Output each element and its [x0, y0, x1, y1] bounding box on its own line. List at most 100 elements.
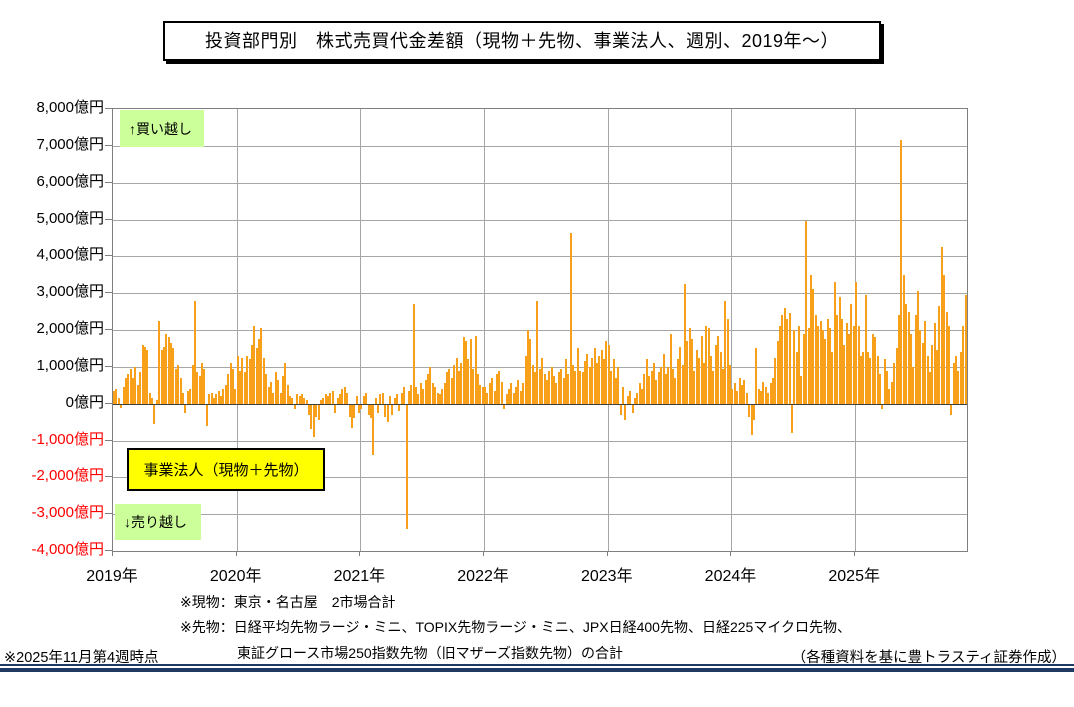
bar: [657, 372, 660, 404]
h-gridline: [113, 256, 967, 258]
bar: [298, 396, 301, 404]
h-gridline: [113, 219, 967, 221]
buy-annotation-box: ↑買い越し: [120, 110, 204, 147]
y-tick-mark: [105, 476, 112, 478]
bar: [652, 363, 655, 404]
x-year-label: 2022年: [457, 568, 509, 585]
bar: [424, 379, 427, 404]
bar: [864, 295, 867, 404]
bar: [824, 339, 827, 404]
bar: [672, 368, 675, 404]
x-tick-mark: [235, 551, 237, 556]
bar: [503, 403, 506, 410]
bar: [548, 370, 551, 404]
bar: [900, 140, 903, 404]
credit-text: （各種資料を基に豊トラスティ証券作成）: [791, 650, 1066, 666]
bar: [643, 374, 646, 404]
bar: [203, 368, 206, 404]
bar: [857, 326, 860, 404]
y-tick-label: 8,000億円: [36, 99, 104, 116]
bar: [650, 370, 653, 404]
bar: [398, 403, 401, 412]
y-tick-label: 1,000億円: [36, 356, 104, 374]
bar: [296, 394, 299, 404]
x-tick-mark: [359, 551, 361, 556]
bar: [369, 403, 372, 419]
h-gridline: [113, 293, 967, 295]
bar: [479, 385, 482, 404]
bar: [874, 337, 877, 404]
bar: [584, 361, 586, 404]
y-tick-label: 3,000億円: [36, 283, 104, 301]
bar: [319, 399, 322, 404]
bar: [938, 306, 941, 404]
bar: [638, 383, 641, 404]
bar: [329, 392, 332, 404]
bar: [205, 403, 208, 426]
h-gridline: [113, 440, 967, 442]
bar: [450, 377, 453, 404]
bar: [122, 387, 125, 404]
bar: [467, 359, 470, 404]
bar: [686, 341, 689, 404]
bar: [250, 344, 253, 404]
bar: [940, 247, 943, 404]
bar: [139, 372, 142, 404]
bar: [710, 355, 713, 404]
bar: [964, 295, 967, 404]
bar: [726, 318, 729, 404]
bar: [201, 363, 204, 404]
bar: [560, 368, 563, 404]
h-gridline: [113, 330, 967, 331]
bar: [667, 366, 670, 404]
bar: [605, 341, 608, 404]
bar: [170, 342, 173, 404]
bar: [957, 370, 960, 404]
h-gridline: [113, 182, 967, 184]
bar: [117, 398, 120, 404]
bar: [748, 403, 751, 417]
bar: [167, 337, 170, 404]
bar: [545, 379, 548, 404]
bar: [574, 370, 577, 404]
bar: [924, 320, 927, 404]
bar: [308, 403, 311, 415]
bar: [246, 355, 249, 404]
bar: [557, 372, 560, 404]
bar: [472, 368, 475, 404]
bar: [926, 355, 929, 404]
bar: [434, 387, 437, 404]
bar: [262, 357, 265, 404]
bar: [959, 352, 962, 404]
bar: [840, 318, 843, 404]
bar: [836, 315, 839, 404]
series-label-box: 事業法人（現物＋先物）: [127, 448, 325, 491]
bar: [947, 326, 950, 404]
h-gridline: [113, 514, 967, 516]
bar: [453, 364, 456, 404]
bar: [331, 390, 334, 404]
v-gridline: [236, 109, 238, 551]
bar: [220, 396, 223, 404]
bar: [177, 364, 180, 404]
bar: [700, 335, 703, 404]
bar: [898, 315, 900, 404]
y-tick-label: 6,000億円: [36, 172, 104, 190]
bar: [324, 394, 327, 404]
bar: [212, 398, 215, 404]
bar: [914, 315, 917, 404]
bar: [595, 363, 598, 404]
bar: [255, 348, 258, 404]
bar: [614, 377, 617, 404]
bar: [355, 396, 358, 404]
bar: [817, 326, 820, 404]
bar: [191, 364, 194, 404]
bar: [484, 387, 487, 404]
bar: [334, 403, 337, 413]
bar: [469, 339, 472, 404]
y-tick-label: 7,000億円: [36, 135, 104, 153]
bar: [591, 357, 594, 404]
bar: [162, 346, 165, 404]
bar: [193, 300, 196, 404]
x-year-label: 2023年: [580, 568, 633, 585]
